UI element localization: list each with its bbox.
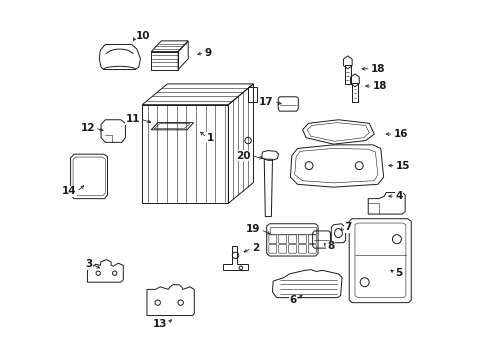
- Text: 7: 7: [344, 222, 351, 232]
- Text: 11: 11: [126, 114, 140, 124]
- Text: 8: 8: [326, 241, 333, 251]
- Text: 4: 4: [394, 191, 402, 201]
- Text: 12: 12: [81, 123, 95, 133]
- Text: 17: 17: [259, 97, 273, 107]
- Text: 3: 3: [84, 259, 92, 269]
- Text: 20: 20: [236, 150, 250, 161]
- Text: 15: 15: [395, 161, 409, 171]
- Text: 18: 18: [370, 64, 385, 74]
- Text: 10: 10: [136, 31, 150, 41]
- Text: 1: 1: [206, 133, 214, 143]
- Text: 9: 9: [204, 48, 211, 58]
- Text: 13: 13: [153, 319, 167, 329]
- Text: 6: 6: [289, 295, 296, 305]
- Text: 14: 14: [62, 186, 77, 197]
- Text: 18: 18: [372, 81, 386, 91]
- Text: 19: 19: [246, 225, 260, 234]
- Text: 5: 5: [394, 268, 402, 278]
- Text: 16: 16: [392, 129, 407, 139]
- Text: 2: 2: [251, 243, 258, 253]
